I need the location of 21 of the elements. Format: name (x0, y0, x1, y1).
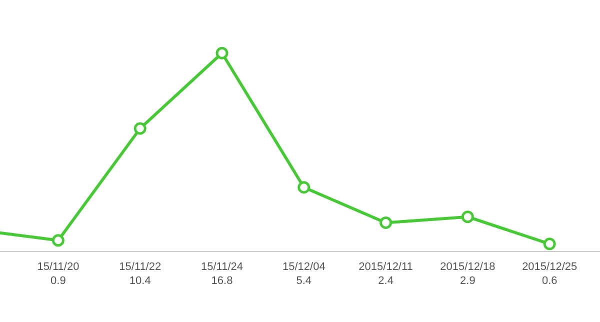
x-tick-label: 2015/12/11 (358, 261, 413, 274)
point (461, 210, 474, 224)
x-tick-label: 2015/12/18 (440, 261, 496, 274)
point (216, 46, 228, 60)
data-label: 10.4 (129, 275, 151, 288)
data-label: 16.8 (211, 275, 233, 288)
data-label: 0.6 (542, 275, 558, 288)
data-label: 0.9 (50, 275, 66, 288)
point (298, 181, 310, 194)
x-tick-label: 2015/12/25 (522, 261, 578, 274)
x-tick-label: 15/11/24 (200, 261, 244, 274)
point (52, 234, 64, 247)
point (380, 216, 392, 229)
point (543, 238, 556, 250)
data-label: 5.4 (296, 275, 312, 288)
x-tick-label: 15/12/04 (282, 261, 326, 274)
x-tick-label: 15/11/22 (119, 261, 162, 274)
data-label: 2.4 (378, 275, 394, 288)
x-tick-label: 15/11/20 (37, 261, 80, 274)
point (134, 122, 146, 135)
data-label: 2.9 (460, 275, 476, 288)
